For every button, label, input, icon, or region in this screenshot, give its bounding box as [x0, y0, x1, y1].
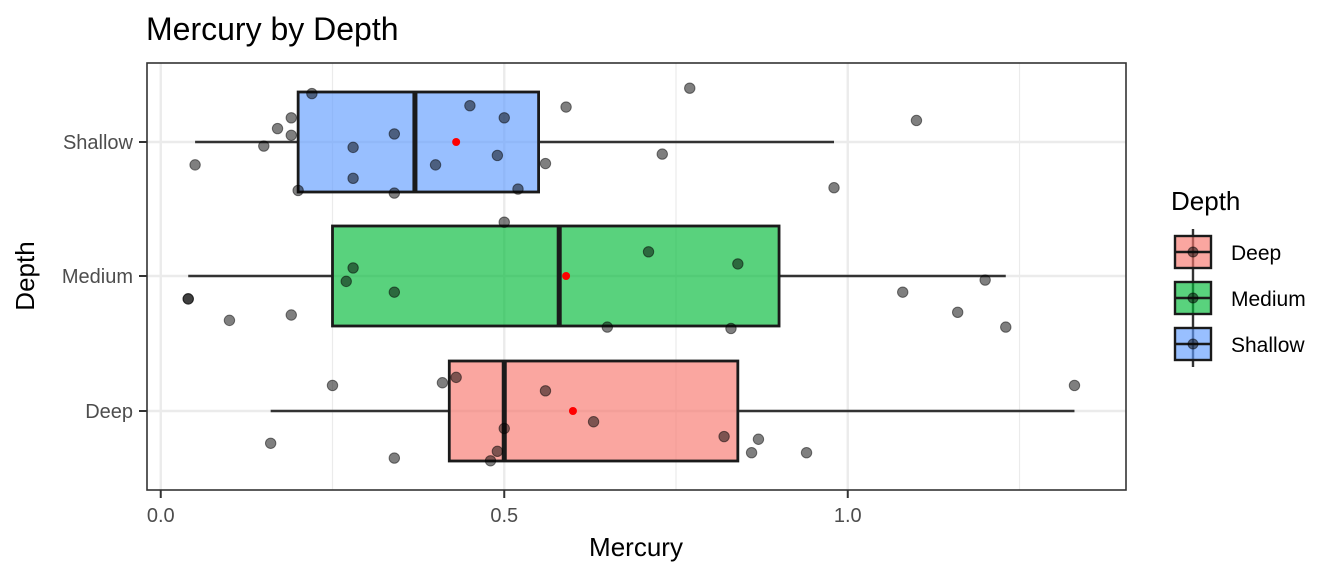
data-point	[264, 437, 277, 449]
data-point	[340, 275, 352, 288]
data-point	[491, 445, 504, 458]
data-point	[560, 101, 572, 113]
data-point	[539, 157, 552, 170]
chart-title: Mercury by Depth	[146, 11, 399, 47]
data-point	[951, 306, 964, 319]
legend-label: Medium	[1231, 288, 1306, 311]
data-point	[684, 82, 696, 94]
x-tick-label: 1.0	[834, 505, 862, 527]
data-point	[464, 99, 476, 112]
data-point	[828, 182, 840, 194]
legend-item-deep: Deep	[1173, 229, 1281, 275]
mean-point	[562, 272, 571, 280]
y-tick-label: Medium	[62, 266, 133, 288]
data-point	[182, 293, 194, 305]
data-point	[498, 422, 510, 435]
data-point	[752, 433, 765, 445]
data-point	[388, 452, 401, 464]
box-body	[331, 224, 781, 328]
data-point	[1000, 321, 1012, 333]
legend-label: Deep	[1231, 242, 1281, 265]
x-axis-title: Mercury	[589, 532, 683, 562]
data-point	[223, 314, 236, 327]
box-body	[447, 359, 740, 463]
legend-key-point	[1187, 246, 1199, 258]
data-point	[388, 128, 401, 140]
data-point	[347, 172, 359, 185]
data-point	[732, 258, 744, 270]
y-tick-label: Shallow	[63, 132, 134, 154]
data-point	[484, 455, 497, 467]
box-shallow	[195, 90, 835, 194]
data-point	[601, 321, 614, 333]
plot-panel	[146, 62, 1127, 491]
data-point	[271, 122, 284, 135]
data-point	[498, 112, 510, 124]
data-point	[326, 379, 339, 392]
data-point	[800, 446, 813, 459]
data-point	[285, 112, 297, 124]
jitter-points	[182, 82, 1081, 467]
x-axis: 0.0 0.5 1.0	[147, 490, 862, 527]
data-point	[979, 274, 991, 286]
legend-title: Depth	[1171, 186, 1240, 216]
mean-markers	[452, 138, 577, 415]
data-point	[285, 309, 297, 321]
legend-label: Shallow	[1231, 334, 1305, 357]
data-point	[718, 430, 730, 443]
y-axis-title: Depth	[10, 241, 40, 310]
x-tick-label: 0.5	[490, 505, 518, 527]
data-point	[1068, 379, 1081, 392]
y-axis: Deep Medium Shallow	[62, 132, 147, 423]
data-point	[725, 322, 737, 335]
legend: Depth Deep Medium Shallow	[1171, 186, 1306, 367]
data-point	[512, 183, 524, 195]
data-point	[292, 184, 304, 197]
data-point	[491, 149, 504, 162]
data-point	[745, 446, 758, 459]
boxes	[188, 90, 1075, 463]
data-point	[897, 286, 909, 298]
y-tick-label: Deep	[85, 401, 133, 423]
x-tick-label: 0.0	[147, 505, 175, 527]
mean-point	[452, 138, 461, 146]
data-point	[656, 148, 668, 160]
data-point	[450, 371, 462, 384]
mean-point	[568, 407, 577, 415]
data-point	[436, 377, 449, 389]
data-point	[388, 286, 401, 298]
data-point	[285, 129, 297, 141]
box-deep	[270, 359, 1075, 463]
data-point	[306, 87, 318, 100]
data-point	[642, 246, 655, 258]
data-point	[189, 159, 201, 171]
legend-item-shallow: Shallow	[1173, 321, 1305, 367]
data-point	[910, 114, 923, 127]
legend-key-point	[1187, 338, 1199, 350]
data-point	[429, 159, 442, 171]
data-point	[258, 140, 270, 152]
data-point	[347, 141, 359, 154]
data-point	[498, 216, 510, 228]
data-point	[539, 385, 552, 397]
box-body	[296, 90, 541, 194]
box-medium	[188, 224, 1006, 328]
legend-key-point	[1187, 292, 1199, 304]
data-point	[347, 262, 359, 274]
data-point	[587, 416, 600, 428]
legend-item-medium: Medium	[1173, 275, 1306, 321]
data-point	[388, 187, 401, 199]
